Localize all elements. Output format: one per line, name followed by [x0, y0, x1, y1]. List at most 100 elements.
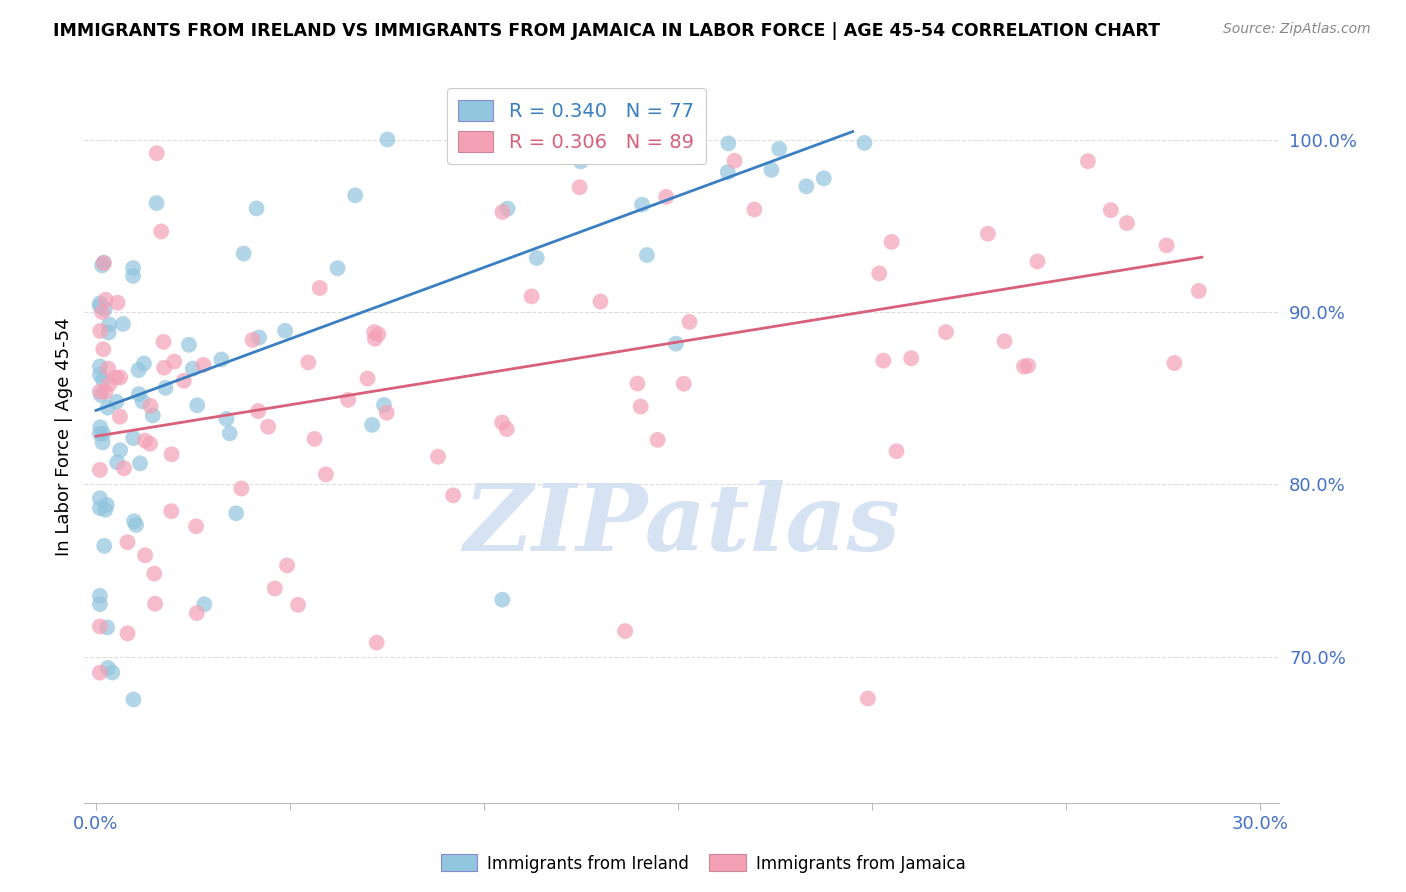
Point [520, 289, 543, 303]
Point [96, 498, 118, 512]
Point [761, 162, 783, 177]
Point [880, 235, 903, 249]
Point [1099, 203, 1122, 218]
Point [89, 420, 111, 434]
Text: IMMIGRANTS FROM IRELAND VS IMMIGRANTS FROM JAMAICA IN LABOR FORCE | AGE 45-54 CO: IMMIGRANTS FROM IRELAND VS IMMIGRANTS FR… [53, 22, 1160, 40]
Point [89, 501, 111, 516]
Point [744, 202, 766, 217]
Point [630, 400, 652, 414]
Point [678, 315, 700, 329]
Point [344, 188, 367, 202]
Point [96, 620, 118, 634]
Point [181, 361, 204, 376]
Point [89, 665, 111, 680]
Point [91, 343, 114, 357]
Point [94, 384, 117, 399]
Point [105, 370, 128, 384]
Point [1017, 359, 1039, 373]
Point [97, 326, 120, 340]
Point [139, 399, 162, 413]
Point [97, 401, 120, 415]
Point [225, 506, 247, 520]
Point [655, 190, 678, 204]
Point [91, 258, 114, 272]
Point [326, 261, 349, 276]
Text: ZIPatlas: ZIPatlas [464, 480, 900, 570]
Point [1163, 356, 1185, 370]
Point [173, 374, 195, 388]
Point [247, 330, 270, 344]
Point [853, 136, 876, 150]
Point [193, 358, 215, 372]
Point [589, 294, 612, 309]
Point [93, 539, 115, 553]
Legend: R = 0.340   N = 77, R = 0.306   N = 89: R = 0.340 N = 77, R = 0.306 N = 89 [447, 88, 706, 164]
Point [107, 295, 129, 310]
Point [723, 153, 745, 168]
Point [568, 180, 591, 194]
Point [526, 251, 548, 265]
Point [91, 435, 114, 450]
Point [626, 376, 648, 391]
Point [274, 324, 297, 338]
Point [145, 196, 167, 211]
Point [263, 582, 285, 596]
Point [868, 267, 890, 281]
Point [122, 514, 145, 528]
Point [231, 482, 253, 496]
Point [491, 416, 513, 430]
Point [94, 502, 117, 516]
Point [89, 299, 111, 313]
Point [117, 626, 139, 640]
Point [614, 624, 637, 638]
Point [152, 334, 174, 349]
Point [977, 227, 1000, 241]
Point [1077, 154, 1099, 169]
Point [143, 566, 166, 581]
Point [128, 387, 150, 401]
Point [366, 635, 388, 649]
Point [105, 394, 128, 409]
Point [631, 116, 654, 130]
Point [813, 171, 835, 186]
Point [160, 504, 183, 518]
Point [89, 491, 111, 506]
Point [796, 179, 818, 194]
Point [139, 436, 162, 450]
Point [89, 296, 111, 310]
Point [672, 376, 695, 391]
Point [287, 598, 309, 612]
Point [247, 404, 270, 418]
Point [427, 450, 450, 464]
Point [91, 305, 114, 319]
Point [441, 488, 464, 502]
Point [89, 426, 111, 441]
Point [117, 535, 139, 549]
Point [122, 261, 145, 276]
Point [308, 281, 330, 295]
Point [631, 197, 654, 211]
Point [1188, 284, 1211, 298]
Point [108, 443, 131, 458]
Point [636, 248, 658, 262]
Point [125, 517, 148, 532]
Point [163, 354, 186, 368]
Text: Source: ZipAtlas.com: Source: ZipAtlas.com [1223, 22, 1371, 37]
Point [496, 202, 519, 216]
Point [872, 353, 894, 368]
Point [90, 388, 112, 402]
Legend: Immigrants from Ireland, Immigrants from Jamaica: Immigrants from Ireland, Immigrants from… [434, 847, 972, 880]
Point [89, 384, 111, 399]
Point [209, 352, 232, 367]
Point [93, 255, 115, 269]
Point [935, 325, 957, 339]
Point [98, 377, 121, 392]
Point [665, 336, 688, 351]
Point [1026, 254, 1049, 268]
Point [177, 338, 200, 352]
Point [363, 325, 385, 339]
Point [276, 558, 298, 573]
Point [160, 447, 183, 461]
Point [132, 357, 155, 371]
Point [232, 246, 254, 260]
